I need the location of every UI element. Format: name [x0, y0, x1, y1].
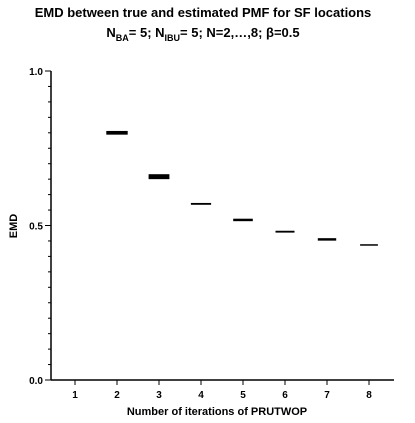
chart-subtitle: NBA= 5; NIBU= 5; N=2,…,8; β=0.5	[106, 25, 299, 43]
x-axis: 1 2 3 4 5 6 7 8	[51, 379, 394, 401]
x-tick-label: 8	[366, 390, 372, 401]
y-axis: 0.0 0.5 1.0	[29, 67, 52, 387]
box-mark	[233, 218, 253, 222]
y-tick-label: 0.0	[29, 376, 43, 387]
subtitle-n-ba-val: = 5;	[129, 25, 155, 40]
subtitle-n-ba-sub: BA	[116, 33, 129, 43]
box-mark	[106, 130, 128, 135]
box-mark	[317, 238, 337, 241]
x-tick-label: 4	[198, 390, 204, 401]
box-mark	[360, 244, 378, 246]
box-mark	[148, 174, 170, 180]
subtitle-rest: = 5; N=2,…,8; β=0.5	[180, 25, 300, 40]
subtitle-n-ba: N	[106, 25, 115, 40]
box-marks	[106, 130, 378, 246]
box-mark	[190, 202, 212, 205]
chart-title: EMD between true and estimated PMF for S…	[35, 5, 372, 20]
y-tick-label: 0.5	[29, 222, 43, 233]
y-tick-label: 1.0	[29, 67, 43, 78]
x-axis-label: Number of iterations of PRUTWOP	[127, 406, 307, 418]
subtitle-n-ibu-sub: IBU	[165, 33, 181, 43]
box-mark	[275, 230, 295, 233]
x-tick-label: 7	[324, 390, 330, 401]
x-tick-label: 6	[282, 390, 288, 401]
subtitle-n-ibu: N	[155, 25, 164, 40]
x-tick-label: 1	[72, 390, 78, 401]
x-tick-label: 3	[156, 390, 162, 401]
y-axis-label: EMD	[8, 214, 20, 239]
x-tick-label: 5	[240, 390, 246, 401]
x-tick-label: 2	[114, 390, 120, 401]
